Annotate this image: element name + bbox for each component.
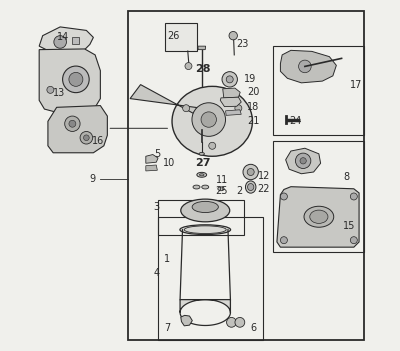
Ellipse shape bbox=[172, 86, 252, 156]
Text: 24: 24 bbox=[289, 116, 302, 126]
Circle shape bbox=[209, 142, 216, 149]
Polygon shape bbox=[226, 110, 241, 115]
Polygon shape bbox=[180, 300, 230, 312]
Polygon shape bbox=[72, 38, 79, 44]
Text: 26: 26 bbox=[167, 31, 179, 41]
Circle shape bbox=[65, 116, 80, 131]
Circle shape bbox=[80, 131, 93, 144]
Polygon shape bbox=[146, 165, 157, 171]
Circle shape bbox=[280, 237, 288, 244]
Text: 9: 9 bbox=[90, 174, 96, 184]
Circle shape bbox=[247, 168, 254, 176]
Text: 16: 16 bbox=[92, 135, 104, 146]
Text: 6: 6 bbox=[251, 323, 257, 333]
Polygon shape bbox=[48, 106, 107, 153]
Ellipse shape bbox=[197, 172, 207, 177]
Ellipse shape bbox=[192, 201, 218, 213]
Text: 14: 14 bbox=[57, 32, 69, 42]
Text: 11: 11 bbox=[216, 175, 228, 185]
Circle shape bbox=[280, 193, 288, 200]
Polygon shape bbox=[198, 46, 206, 49]
Circle shape bbox=[300, 158, 306, 164]
Circle shape bbox=[350, 237, 357, 244]
Text: 19: 19 bbox=[244, 74, 256, 84]
Ellipse shape bbox=[218, 187, 224, 191]
Polygon shape bbox=[165, 24, 196, 51]
Text: 7: 7 bbox=[164, 323, 170, 333]
Circle shape bbox=[235, 105, 242, 112]
Text: 17: 17 bbox=[350, 80, 362, 90]
Circle shape bbox=[54, 36, 66, 48]
Text: 28: 28 bbox=[195, 64, 210, 74]
Text: 10: 10 bbox=[163, 158, 176, 168]
Text: 3: 3 bbox=[154, 202, 160, 212]
Text: 8: 8 bbox=[343, 172, 350, 182]
Polygon shape bbox=[130, 85, 198, 113]
Ellipse shape bbox=[248, 184, 254, 191]
Text: 4: 4 bbox=[154, 269, 160, 278]
Ellipse shape bbox=[180, 225, 230, 234]
Ellipse shape bbox=[200, 174, 204, 176]
Circle shape bbox=[192, 103, 226, 136]
Text: 22: 22 bbox=[258, 185, 270, 194]
Ellipse shape bbox=[181, 199, 230, 222]
Circle shape bbox=[243, 164, 258, 180]
Circle shape bbox=[229, 32, 238, 40]
Circle shape bbox=[235, 317, 245, 327]
Circle shape bbox=[47, 86, 54, 93]
Text: 5: 5 bbox=[154, 149, 161, 159]
Ellipse shape bbox=[246, 181, 256, 193]
Text: 12: 12 bbox=[258, 171, 270, 180]
Polygon shape bbox=[146, 154, 158, 163]
Polygon shape bbox=[280, 50, 336, 83]
Circle shape bbox=[183, 105, 190, 112]
Polygon shape bbox=[277, 187, 359, 247]
Ellipse shape bbox=[202, 185, 209, 189]
Text: 1: 1 bbox=[164, 254, 170, 264]
Text: 18: 18 bbox=[247, 102, 260, 112]
Circle shape bbox=[298, 60, 311, 73]
Circle shape bbox=[222, 72, 238, 87]
Circle shape bbox=[69, 120, 76, 127]
Polygon shape bbox=[39, 27, 93, 51]
Circle shape bbox=[201, 112, 216, 127]
Text: 25: 25 bbox=[216, 186, 228, 196]
Circle shape bbox=[69, 72, 83, 86]
Polygon shape bbox=[223, 88, 240, 98]
Circle shape bbox=[63, 66, 89, 93]
Circle shape bbox=[226, 76, 233, 83]
Text: 13: 13 bbox=[53, 88, 65, 98]
Circle shape bbox=[185, 62, 192, 69]
Text: 21: 21 bbox=[247, 116, 260, 126]
Polygon shape bbox=[220, 97, 241, 107]
Polygon shape bbox=[181, 315, 192, 326]
Circle shape bbox=[350, 193, 357, 200]
Ellipse shape bbox=[310, 210, 328, 223]
Ellipse shape bbox=[193, 185, 200, 189]
Text: 15: 15 bbox=[343, 221, 356, 231]
Text: 2: 2 bbox=[237, 186, 243, 196]
Circle shape bbox=[296, 153, 311, 168]
Ellipse shape bbox=[199, 152, 204, 155]
Text: 23: 23 bbox=[237, 39, 249, 49]
Text: 27: 27 bbox=[195, 158, 210, 168]
Ellipse shape bbox=[304, 206, 334, 227]
Polygon shape bbox=[39, 49, 100, 113]
Circle shape bbox=[226, 317, 236, 327]
Text: 20: 20 bbox=[247, 87, 260, 97]
Circle shape bbox=[84, 135, 89, 140]
Polygon shape bbox=[286, 148, 321, 174]
